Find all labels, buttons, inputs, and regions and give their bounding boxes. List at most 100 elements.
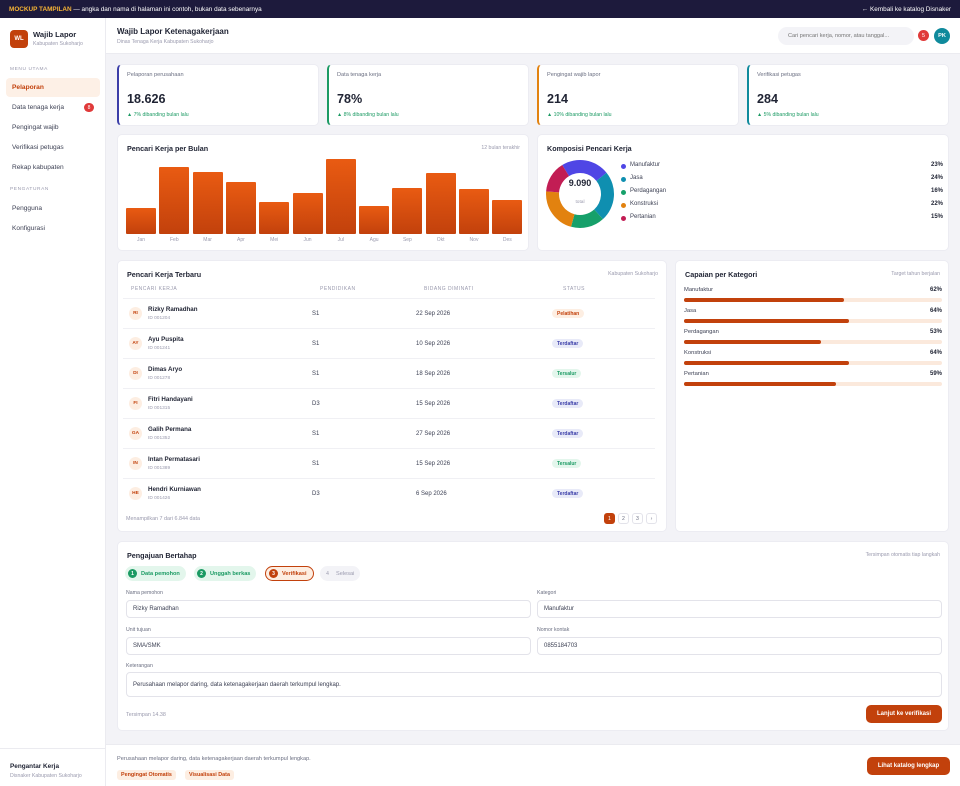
next-page-button[interactable]: › [646, 513, 657, 524]
legend-swatch [621, 203, 626, 208]
status-badge: Tersalur [552, 459, 582, 468]
user-avatar[interactable]: PK [934, 28, 950, 44]
table-row[interactable]: FI Fitri Handayani ID 001315 D3 15 Sep 2026 T… [123, 388, 655, 418]
sidebar-item-label: Pengingat wajib [12, 124, 59, 131]
sidebar-item-pengguna[interactable]: Pengguna [6, 199, 100, 218]
column-header[interactable]: PENCARI KERJA [131, 286, 178, 292]
legend-label: Konstruksi [630, 201, 659, 207]
step-unggah-berkas[interactable]: 2 Unggah berkas [194, 566, 257, 581]
donut-slice-pertanian[interactable] [546, 165, 570, 193]
date-cell: 15 Sep 2026 [416, 461, 451, 467]
mockup-banner: MOCKUP TAMPILAN — angka dan nama di hala… [0, 0, 960, 18]
bar-jan[interactable] [126, 207, 156, 234]
bar-nov[interactable] [459, 189, 489, 234]
contact-number-field[interactable]: 0855184703 [537, 637, 942, 655]
jobseeker-name: Fitri Handayani [148, 396, 193, 403]
notes-field[interactable]: Perusahaan melapor daring, data ketenaga… [126, 672, 942, 697]
bar-sep[interactable] [392, 187, 423, 234]
table-row[interactable]: AY Ayu Puspita ID 001241 S1 10 Sep 2026 Terda… [123, 328, 655, 358]
donut-total-label: total [575, 200, 585, 205]
legend-value: 23% [930, 162, 943, 168]
bar-jun[interactable] [292, 192, 323, 234]
jobseeker-id: ID 001352 [148, 436, 171, 441]
page-button-1[interactable]: 1 [604, 513, 615, 524]
sidebar-item-label: Konfigurasi [12, 225, 45, 232]
jobseeker-id: ID 001389 [148, 466, 171, 471]
search-input[interactable] [778, 27, 914, 45]
section-label-settings: PENGATURAN [10, 187, 49, 192]
step-label: Verifikasi [282, 570, 307, 577]
legend-item: Konstruksi 22% [621, 201, 943, 211]
saved-time: Tersimpan 14.38 [126, 712, 166, 718]
sidebar-item-verifikasi-petugas[interactable]: Verifikasi petugas [6, 138, 100, 157]
bar-mei[interactable] [259, 201, 290, 234]
sidebar-item-pengingat-wajib[interactable]: Pengingat wajib [6, 118, 100, 137]
page-button-2[interactable]: 2 [618, 513, 629, 524]
view-catalog-button[interactable]: Lihat katalog lengkap [867, 757, 950, 775]
column-header[interactable]: BIDANG DIMINATI [424, 286, 474, 292]
legend-label: Perdagangan [630, 188, 667, 194]
jobseeker-name: Dimas Aryo [148, 366, 183, 373]
target-unit-field[interactable]: SMA/SMK [126, 637, 531, 655]
donut-slice-jasa[interactable] [594, 172, 614, 220]
date-cell: 18 Sep 2026 [416, 371, 451, 377]
feature-chip: Visualisasi Data [185, 770, 234, 780]
column-header[interactable]: STATUS [563, 286, 585, 292]
table-row[interactable]: GA Galih Permana ID 001352 S1 27 Sep 2026 Ter… [123, 418, 655, 448]
avatar: FI [129, 397, 142, 410]
progress-track [684, 298, 942, 302]
sidebar-item-pelaporan[interactable]: Pelaporan [6, 78, 100, 97]
sidebar-item-rekap-kabupaten[interactable]: Rekap kabupaten [6, 158, 100, 177]
kpi-change: ▲ 10% dibanding bulan lalu [547, 112, 612, 118]
kpi-label: Data tenaga kerja [337, 72, 382, 78]
donut-slice-konstruksi[interactable] [545, 191, 575, 227]
continue-verification-button[interactable]: Lanjut ke verifikasi [866, 705, 942, 723]
category-progress-card: Capaian per Kategori Target tahun berjal… [675, 260, 949, 532]
kpi-value: 284 [757, 92, 779, 106]
progress-track [684, 340, 942, 344]
back-to-catalog-link[interactable]: ← Kembali ke katalog Disnaker [861, 5, 951, 13]
step-label: Unggah berkas [210, 570, 251, 577]
notification-badge[interactable]: 5 [918, 30, 929, 41]
page-button-3[interactable]: 3 [632, 513, 643, 524]
avatar: AY [129, 337, 142, 350]
app-logo: WL [10, 30, 28, 48]
sidebar-item-konfigurasi[interactable]: Konfigurasi [6, 219, 100, 238]
bar-feb[interactable] [159, 166, 190, 234]
bar-jul[interactable] [325, 159, 356, 234]
jobseeker-name: Galih Permana [148, 426, 192, 433]
legend-item: Manufaktur 23% [621, 162, 943, 172]
legend-value: 24% [930, 175, 943, 181]
sidebar-item-data-tenaga-kerja[interactable]: Data tenaga kerja 8 [6, 98, 100, 117]
bar-apr[interactable] [225, 181, 256, 234]
bar-agu[interactable] [359, 206, 390, 234]
table-row[interactable]: HE Hendri Kurniawan ID 001426 D3 6 Sep 2026 T… [123, 478, 655, 508]
step-verifikasi[interactable]: 3 Verifikasi [265, 566, 314, 581]
x-tick-label: Jan [136, 237, 146, 243]
jobseeker-id: ID 001278 [148, 376, 171, 381]
x-tick-label: Feb [169, 237, 179, 243]
date-cell: 15 Sep 2026 [416, 401, 451, 407]
step-number: 3 [269, 569, 278, 578]
legend-swatch [621, 190, 626, 195]
jobseeker-id: ID 001204 [148, 316, 171, 321]
bar-mar[interactable] [192, 171, 223, 234]
step-selesai[interactable]: 4 Selesai [320, 566, 361, 581]
status-badge: Terdaftar [552, 399, 584, 408]
column-header[interactable]: PENDIDIKAN [320, 286, 356, 292]
jobseeker-name: Hendri Kurniawan [148, 486, 201, 493]
bar-okt[interactable] [425, 172, 456, 234]
donut-slice-perdagangan[interactable] [571, 209, 603, 229]
category-label: Pertanian [684, 371, 709, 377]
status-badge: Tersalur [552, 369, 582, 378]
bar-des[interactable] [492, 199, 523, 234]
table-row[interactable]: IN Intan Permatasari ID 001389 S1 15 Sep 202… [123, 448, 655, 478]
donut-slice-manufaktur[interactable] [562, 159, 607, 181]
progress-fill [684, 361, 850, 365]
category-field[interactable]: Manufaktur [537, 600, 942, 618]
step-data-pemohon[interactable]: 1 Data pemohon [125, 566, 186, 581]
applicant-name-field[interactable]: Rizky Ramadhan [126, 600, 531, 618]
table-row[interactable]: DI Dimas Aryo ID 001278 S1 18 Sep 2026 Tersal… [123, 358, 655, 388]
table-row[interactable]: RI Rizky Ramadhan ID 001204 S1 22 Sep 2026 Pe… [123, 298, 655, 328]
education-cell: D3 [312, 401, 320, 407]
